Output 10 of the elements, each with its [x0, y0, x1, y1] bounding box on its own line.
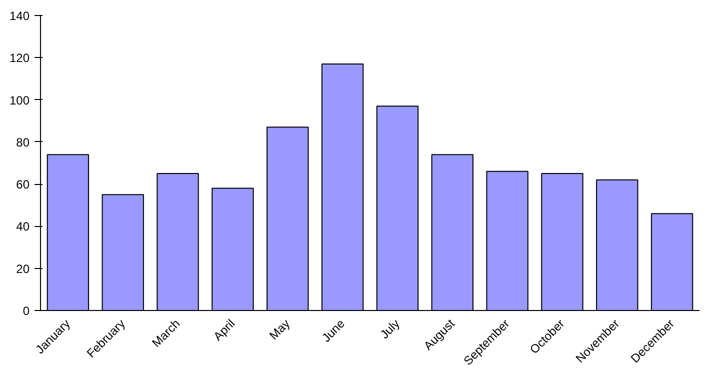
- x-tick-label: May: [266, 316, 293, 342]
- y-tick-label: 100: [9, 93, 30, 108]
- y-tick-label: 40: [16, 220, 30, 234]
- x-tick-label: July: [377, 316, 402, 342]
- y-tick-label: 20: [16, 262, 30, 276]
- y-tick-label: 80: [16, 135, 30, 150]
- y-tick-label: 140: [9, 9, 30, 23]
- y-tick-label: 60: [16, 178, 30, 192]
- y-tick-label: 0: [22, 304, 30, 318]
- y-tick-label: 120: [9, 51, 30, 66]
